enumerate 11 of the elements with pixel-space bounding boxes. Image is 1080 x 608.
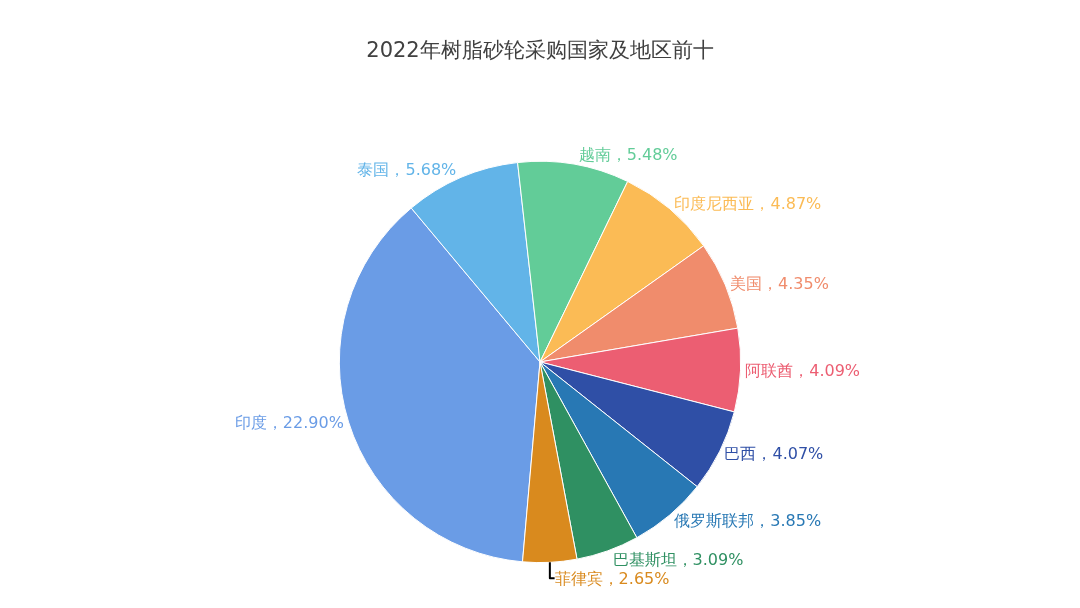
slice-label: 菲律宾，2.65% (554, 568, 670, 588)
slice-label: 巴基斯坦，3.09% (612, 549, 744, 569)
slice-label: 越南，5.48% (578, 145, 678, 165)
slice-label: 印度尼西亚，4.87% (674, 193, 822, 213)
slice-label: 美国，4.35% (730, 274, 829, 294)
slice-label: 巴西，4.07% (724, 443, 824, 463)
slice-label: 俄罗斯联邦，3.85% (674, 511, 822, 531)
chart-title: 2022年树脂砂轮采购国家及地区前十 (366, 38, 714, 63)
slice-label: 阿联酋，4.09% (745, 360, 861, 380)
slice-label: 泰国，5.68% (357, 159, 457, 179)
slice-label: 印度，22.90% (234, 413, 344, 433)
